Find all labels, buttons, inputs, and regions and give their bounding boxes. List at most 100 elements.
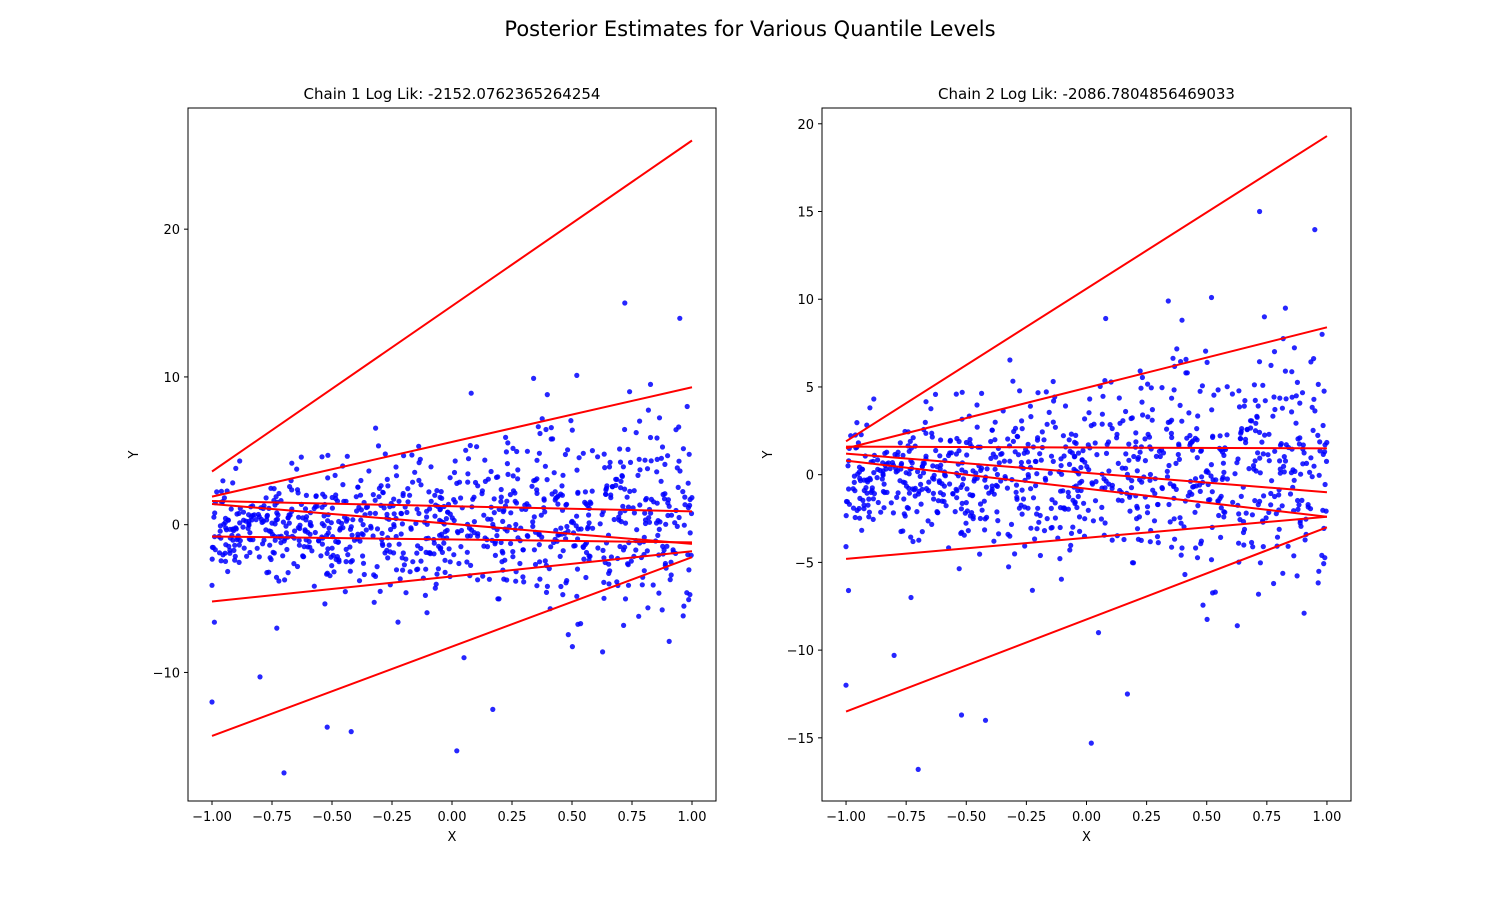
data-point [845,587,852,594]
data-point [1192,509,1198,515]
data-point [1195,503,1201,509]
data-point [1181,524,1187,530]
data-point [622,596,629,602]
data-point [284,546,290,553]
data-point [1099,421,1105,427]
data-point [1090,518,1096,524]
data-point [399,555,405,561]
data-point [1067,547,1073,553]
data-point [874,475,880,481]
data-point [1034,526,1040,532]
data-point [1075,450,1082,456]
data-point [908,594,914,601]
data-point [1153,453,1159,459]
data-point [1087,396,1093,402]
data-point [1145,414,1151,420]
data-point [611,516,617,523]
data-point [1028,486,1034,492]
data-point [1065,489,1071,495]
data-point [670,547,676,553]
data-point [384,547,390,554]
data-point [613,482,619,488]
data-point [456,560,462,567]
data-point [1213,477,1219,483]
data-point [625,504,632,510]
data-point [871,470,877,476]
data-point [491,496,497,502]
data-point [1066,437,1072,443]
data-point [584,526,591,532]
data-point [343,546,349,553]
data-point [1131,453,1137,460]
data-point [1007,357,1013,363]
data-point [1155,501,1161,508]
data-point [1310,427,1316,433]
data-point [981,498,987,504]
data-point [645,605,651,611]
data-point [870,496,877,502]
data-point [1047,470,1053,476]
data-point [1020,496,1027,502]
data-point [617,459,624,465]
data-point [1208,294,1215,301]
data-point [345,552,351,558]
data-point [875,466,881,472]
data-point [1252,498,1258,504]
quantile-line [845,135,1328,443]
data-point [376,494,382,500]
data-point [600,547,606,554]
data-point [852,514,858,521]
data-point [1017,388,1023,394]
data-point [889,460,896,466]
data-point [1137,368,1143,374]
data-point [1144,510,1151,516]
data-point [943,503,949,509]
data-point [996,460,1002,466]
data-point [580,450,586,456]
data-point [682,502,688,508]
data-point [989,488,995,495]
data-point [211,619,217,625]
data-point [866,514,872,520]
x-axis-label: X [448,830,457,845]
data-point [1271,349,1278,355]
data-point [422,592,428,599]
data-point [631,488,637,494]
data-point [636,456,642,462]
data-point [925,488,932,494]
data-point [1289,369,1295,375]
data-point [326,525,332,531]
data-point [627,488,633,494]
data-point [217,523,223,529]
data-point [278,540,284,546]
data-point [1050,378,1056,385]
data-point [1288,470,1294,476]
data-point [1147,471,1153,478]
data-point [281,770,287,776]
data-point [1068,530,1075,537]
quantile-line [845,526,1328,713]
data-point [647,434,654,441]
data-point [558,583,564,590]
data-point [292,528,298,534]
data-point [843,544,849,550]
data-point [1014,494,1020,500]
data-point [1071,454,1077,460]
data-point [1089,480,1095,486]
data-point [348,729,354,735]
data-point [454,748,460,754]
data-point [1142,436,1148,442]
data-point [1081,500,1087,506]
data-point [1173,486,1179,492]
data-point [574,372,580,378]
x-tick-label: 0.75 [1252,810,1281,825]
data-point [260,518,266,525]
data-point [1215,387,1221,393]
data-point [520,547,526,553]
data-point [1236,388,1242,394]
data-point [1030,495,1037,501]
data-point [400,492,406,499]
data-point [1316,568,1322,574]
y-axis-label: Y [127,450,142,459]
data-point [586,512,592,518]
